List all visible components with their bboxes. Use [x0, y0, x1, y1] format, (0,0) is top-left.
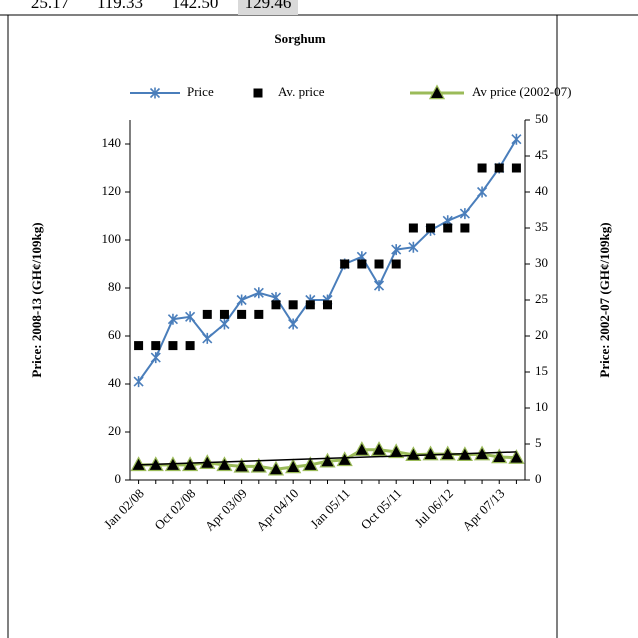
price-marker: [236, 294, 247, 306]
y2-tick-label: 20: [535, 327, 548, 342]
price-marker: [459, 208, 470, 220]
price-marker: [150, 352, 161, 364]
x-tick-label: Apr 03/09: [202, 486, 250, 534]
cell-highlight: [238, 0, 298, 15]
triangle-marker: [422, 445, 439, 461]
y-axis-label: Price: 2008-13 (GH¢/109kg): [29, 222, 44, 377]
av-price-marker: [340, 259, 350, 269]
av-price-marker: [374, 259, 384, 269]
av-price-marker: [357, 259, 367, 269]
series-line: [137, 138, 518, 383]
price-marker: [373, 280, 385, 292]
av-price-marker: [185, 341, 195, 351]
av-price-marker: [494, 163, 504, 173]
y2-tick-label: 10: [535, 399, 548, 414]
av-price-marker: [134, 341, 144, 351]
y2-tick-label: 50: [535, 111, 548, 126]
x-tick-label: Jul 06/12: [411, 486, 456, 531]
table-cell: 129.46: [245, 0, 292, 12]
triangle-marker: [388, 443, 405, 459]
price-marker: [391, 244, 402, 256]
price-marker: [408, 241, 419, 253]
x-tick-label: Apr 04/10: [253, 486, 301, 534]
y2-tick-label: 0: [535, 471, 542, 486]
triangle-marker: [491, 448, 508, 464]
y-tick-label: 120: [102, 183, 122, 198]
legend-label: Av. price: [278, 84, 325, 99]
av-price-marker: [305, 300, 315, 310]
x-tick-label: Apr 07/13: [459, 486, 507, 534]
price-marker: [202, 332, 213, 344]
av-price-marker: [151, 341, 161, 351]
price-marker: [511, 133, 522, 145]
y-tick-label: 140: [102, 135, 122, 150]
av-price-marker: [443, 223, 453, 233]
av-price-marker: [511, 163, 521, 173]
price-marker: [219, 318, 230, 330]
av-price-marker: [202, 309, 212, 319]
av-price-marker: [168, 341, 178, 351]
y2-tick-label: 25: [535, 291, 548, 306]
triangle-marker: [319, 452, 336, 468]
chart-title: Sorghum: [274, 31, 325, 46]
x-tick-label: Oct 05/11: [358, 486, 405, 533]
triangle-marker: [216, 456, 233, 472]
triangle-marker: [250, 457, 267, 473]
y-tick-label: 80: [108, 279, 121, 294]
legend-marker: [253, 88, 263, 98]
trendline: [138, 451, 517, 466]
y-tick-label: 40: [108, 375, 121, 390]
y2-tick-label: 15: [535, 363, 548, 378]
av-price-marker: [288, 300, 298, 310]
triangle-marker: [233, 457, 250, 473]
triangle-marker: [336, 451, 353, 467]
av-price-marker: [426, 223, 436, 233]
av-price-marker: [271, 300, 281, 310]
price-marker: [476, 186, 488, 198]
price-marker: [133, 376, 144, 388]
table-cell: 25.17: [31, 0, 70, 12]
x-tick-label: Jan 05/11: [307, 486, 353, 532]
y2-tick-label: 5: [535, 435, 542, 450]
triangle-marker: [508, 449, 525, 464]
y2-tick-label: 30: [535, 255, 548, 270]
triangle-marker: [182, 456, 199, 472]
triangle-marker: [405, 446, 422, 462]
legend-marker: [149, 87, 161, 99]
y2-tick-label: 45: [535, 147, 548, 162]
av-price-marker: [477, 163, 487, 173]
triangle-marker: [370, 441, 388, 457]
y-tick-label: 60: [108, 327, 121, 342]
table-cell: 142.50: [172, 0, 219, 12]
y-tick-label: 20: [108, 423, 121, 438]
y2-tick-label: 35: [535, 219, 548, 234]
table-cell: 119.33: [97, 0, 143, 12]
triangle-marker: [285, 458, 302, 474]
triangle-marker: [302, 456, 319, 472]
y2-tick-label: 40: [535, 183, 548, 198]
av-price-marker: [323, 300, 332, 310]
price-marker: [288, 318, 299, 330]
legend-label: Av price (2002-07): [472, 84, 571, 99]
av-price-marker: [408, 223, 418, 233]
triangle-marker: [353, 441, 370, 457]
x-tick-label: Jan 02/08: [101, 486, 147, 532]
av-price-marker: [460, 223, 470, 233]
y-tick-label: 0: [115, 471, 122, 486]
av-price-marker: [219, 309, 229, 319]
price-marker: [185, 311, 196, 323]
legend-marker: [428, 84, 446, 100]
price-marker: [167, 313, 179, 325]
av-price-marker: [254, 309, 264, 319]
price-marker: [253, 287, 264, 299]
x-tick-label: Oct 02/08: [151, 486, 198, 533]
av-price-marker: [391, 259, 401, 269]
legend-label: Price: [187, 84, 214, 99]
av-price-marker: [237, 309, 247, 319]
y-tick-label: 100: [102, 231, 122, 246]
triangle-marker: [267, 460, 285, 476]
y2-axis-label: Price: 2002-07 (GH¢/109kg): [597, 222, 612, 377]
